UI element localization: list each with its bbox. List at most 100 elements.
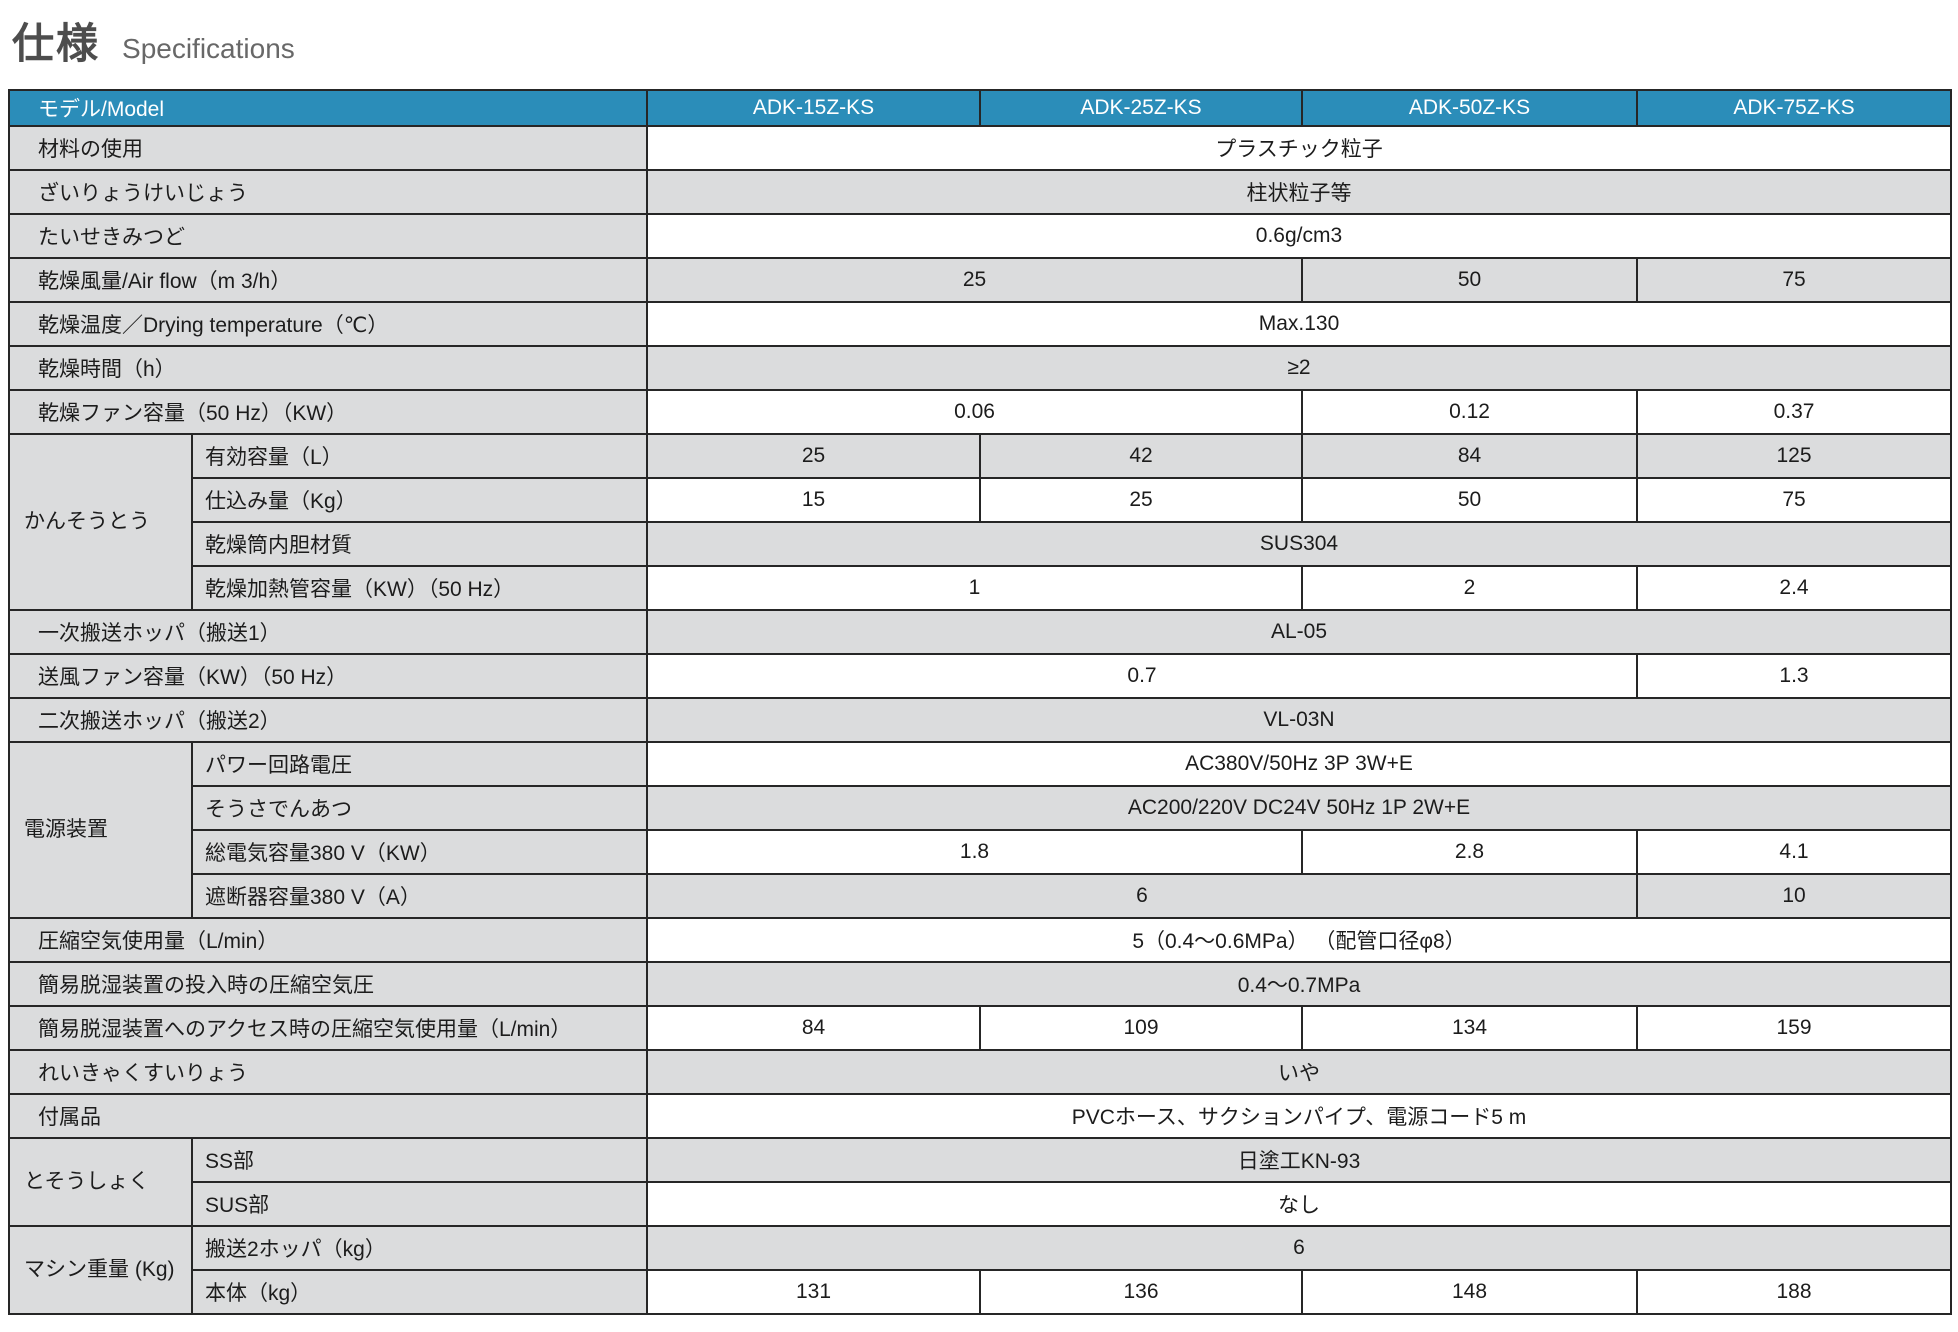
value-cell: 125 <box>1636 433 1952 479</box>
value-cell: ≥2 <box>646 345 1952 391</box>
table-row: 乾燥加熱管容量（KW）（50 Hz） 1 2 2.4 <box>9 565 1952 611</box>
table-row: ざいりょうけいじょう 柱状粒子等 <box>8 169 1952 215</box>
value-cell: 2.4 <box>1636 565 1952 611</box>
value-cell: 10 <box>1636 873 1952 919</box>
table-row: 仕込み量（Kg） 15 25 50 75 <box>9 477 1952 523</box>
value-cell: AL-05 <box>646 609 1952 655</box>
page-title: 仕様 Specifications <box>0 0 1958 89</box>
header-model-2: ADK-25Z-KS <box>979 89 1303 127</box>
value-cell: なし <box>646 1181 1952 1227</box>
table-row: SUS部 なし <box>9 1181 1952 1227</box>
row-label: 遮断器容量380 V（A） <box>191 873 648 919</box>
value-cell: 131 <box>646 1269 981 1315</box>
value-cell: 42 <box>979 433 1303 479</box>
row-label: 送風ファン容量（KW）（50 Hz） <box>8 653 648 699</box>
value-cell: 25 <box>646 257 1303 303</box>
row-label: 材料の使用 <box>8 125 648 171</box>
value-cell: 109 <box>979 1005 1303 1051</box>
value-cell: 柱状粒子等 <box>646 169 1952 215</box>
value-cell: PVCホース、サクションパイプ、電源コード5 m <box>646 1093 1952 1139</box>
row-label: たいせきみつど <box>8 213 648 259</box>
table-row: 材料の使用 プラスチック粒子 <box>8 125 1952 171</box>
table-row: 本体（kg） 131 136 148 188 <box>9 1269 1952 1315</box>
table-row: れいきゃくすいりょう いや <box>8 1049 1952 1095</box>
row-label: 有効容量（L） <box>191 433 648 479</box>
table-row: たいせきみつど 0.6g/cm3 <box>8 213 1952 259</box>
row-label: ざいりょうけいじょう <box>8 169 648 215</box>
table-row: マシン重量 (Kg) 搬送2ホッパ（kg） 6 <box>8 1225 1952 1315</box>
row-label: 乾燥温度／Drying temperature（℃） <box>8 301 648 347</box>
value-cell: 75 <box>1636 257 1952 303</box>
table-row: 付属品 PVCホース、サクションパイプ、電源コード5 m <box>8 1093 1952 1139</box>
value-cell: 0.12 <box>1301 389 1638 435</box>
table-row: そうさでんあつ AC200/220V DC24V 50Hz 1P 2W+E <box>9 785 1952 831</box>
value-cell: 0.06 <box>646 389 1303 435</box>
value-cell: 0.4～0.7MPa <box>646 961 1952 1007</box>
spec-table-head: モデル/Model ADK-15Z-KS ADK-25Z-KS ADK-50Z-KS A… <box>8 89 1952 127</box>
value-cell: 5（0.4～0.6MPa） （配管口径φ8） <box>646 917 1952 963</box>
group-label: とそうしょく <box>8 1137 193 1227</box>
row-label: 圧縮空気使用量（L/min） <box>8 917 648 963</box>
value-cell: 148 <box>1301 1269 1638 1315</box>
value-cell: Max.130 <box>646 301 1952 347</box>
row-label: 本体（kg） <box>191 1269 648 1315</box>
row-label: 搬送2ホッパ（kg） <box>191 1225 648 1271</box>
value-cell: 136 <box>979 1269 1303 1315</box>
table-row: 乾燥時間（h） ≥2 <box>8 345 1952 391</box>
page-title-japanese: 仕様 <box>12 20 101 67</box>
value-cell: AC200/220V DC24V 50Hz 1P 2W+E <box>646 785 1952 831</box>
value-cell: 6 <box>646 873 1638 919</box>
value-cell: 15 <box>646 477 981 523</box>
row-label: 仕込み量（Kg） <box>191 477 648 523</box>
value-cell: 0.37 <box>1636 389 1952 435</box>
value-cell: 50 <box>1301 477 1638 523</box>
value-cell: 0.6g/cm3 <box>646 213 1952 259</box>
value-cell: 25 <box>646 433 981 479</box>
value-cell: 6 <box>646 1225 1952 1271</box>
value-cell: 134 <box>1301 1005 1638 1051</box>
row-label: れいきゃくすいりょう <box>8 1049 648 1095</box>
spec-table-body: 材料の使用 プラスチック粒子 ざいりょうけいじょう 柱状粒子等 たいせきみつど 0.6g/… <box>8 125 1952 1315</box>
value-cell: 1.3 <box>1636 653 1952 699</box>
row-label: 簡易脱湿装置の投入時の圧縮空気圧 <box>8 961 648 1007</box>
table-row: 簡易脱湿装置の投入時の圧縮空気圧 0.4～0.7MPa <box>8 961 1952 1007</box>
table-row: 圧縮空気使用量（L/min） 5（0.4～0.6MPa） （配管口径φ8） <box>8 917 1952 963</box>
value-cell: 0.7 <box>646 653 1638 699</box>
value-cell: いや <box>646 1049 1952 1095</box>
table-row: かんそうとう 有効容量（L） 25 42 84 125 <box>8 433 1952 611</box>
table-row: 一次搬送ホッパ（搬送1） AL-05 <box>8 609 1952 655</box>
value-cell: 75 <box>1636 477 1952 523</box>
group-label: かんそうとう <box>8 433 193 611</box>
value-cell: 25 <box>979 477 1303 523</box>
specifications-table: モデル/Model ADK-15Z-KS ADK-25Z-KS ADK-50Z-KS A… <box>8 89 1952 1315</box>
value-cell: 4.1 <box>1636 829 1952 875</box>
value-cell: SUS304 <box>646 521 1952 567</box>
row-label: 総電気容量380 V（KW） <box>191 829 648 875</box>
row-label: 二次搬送ホッパ（搬送2） <box>8 697 648 743</box>
header-row: モデル/Model ADK-15Z-KS ADK-25Z-KS ADK-50Z-KS A… <box>8 89 1952 127</box>
value-cell: 159 <box>1636 1005 1952 1051</box>
table-row: 乾燥温度／Drying temperature（℃） Max.130 <box>8 301 1952 347</box>
table-row: 乾燥風量/Air flow（m 3/h） 25 50 75 <box>8 257 1952 303</box>
row-label: SUS部 <box>191 1181 648 1227</box>
group-label: マシン重量 (Kg) <box>8 1225 193 1315</box>
table-row: 乾燥ファン容量（50 Hz）（KW） 0.06 0.12 0.37 <box>8 389 1952 435</box>
header-model-label: モデル/Model <box>8 89 648 127</box>
row-label: 乾燥時間（h） <box>8 345 648 391</box>
table-row: 遮断器容量380 V（A） 6 10 <box>9 873 1952 919</box>
page-title-english: Specifications <box>122 33 295 64</box>
row-label: 乾燥ファン容量（50 Hz）（KW） <box>8 389 648 435</box>
table-row: 乾燥筒内胆材質 SUS304 <box>9 521 1952 567</box>
value-cell: 2 <box>1301 565 1638 611</box>
table-row: 簡易脱湿装置へのアクセス時の圧縮空気使用量（L/min） 84 109 134 159 <box>8 1005 1952 1051</box>
header-model-3: ADK-50Z-KS <box>1301 89 1638 127</box>
value-cell: AC380V/50Hz 3P 3W+E <box>646 741 1952 787</box>
table-row: とそうしょく SS部 日塗工KN-93 <box>8 1137 1952 1227</box>
table-row: 電源装置 パワー回路電圧 AC380V/50Hz 3P 3W+E <box>8 741 1952 919</box>
value-cell: 84 <box>646 1005 981 1051</box>
row-label: SS部 <box>191 1137 648 1183</box>
table-row: 総電気容量380 V（KW） 1.8 2.8 4.1 <box>9 829 1952 875</box>
row-label: 乾燥加熱管容量（KW）（50 Hz） <box>191 565 648 611</box>
row-label: 一次搬送ホッパ（搬送1） <box>8 609 648 655</box>
row-label: 乾燥筒内胆材質 <box>191 521 648 567</box>
